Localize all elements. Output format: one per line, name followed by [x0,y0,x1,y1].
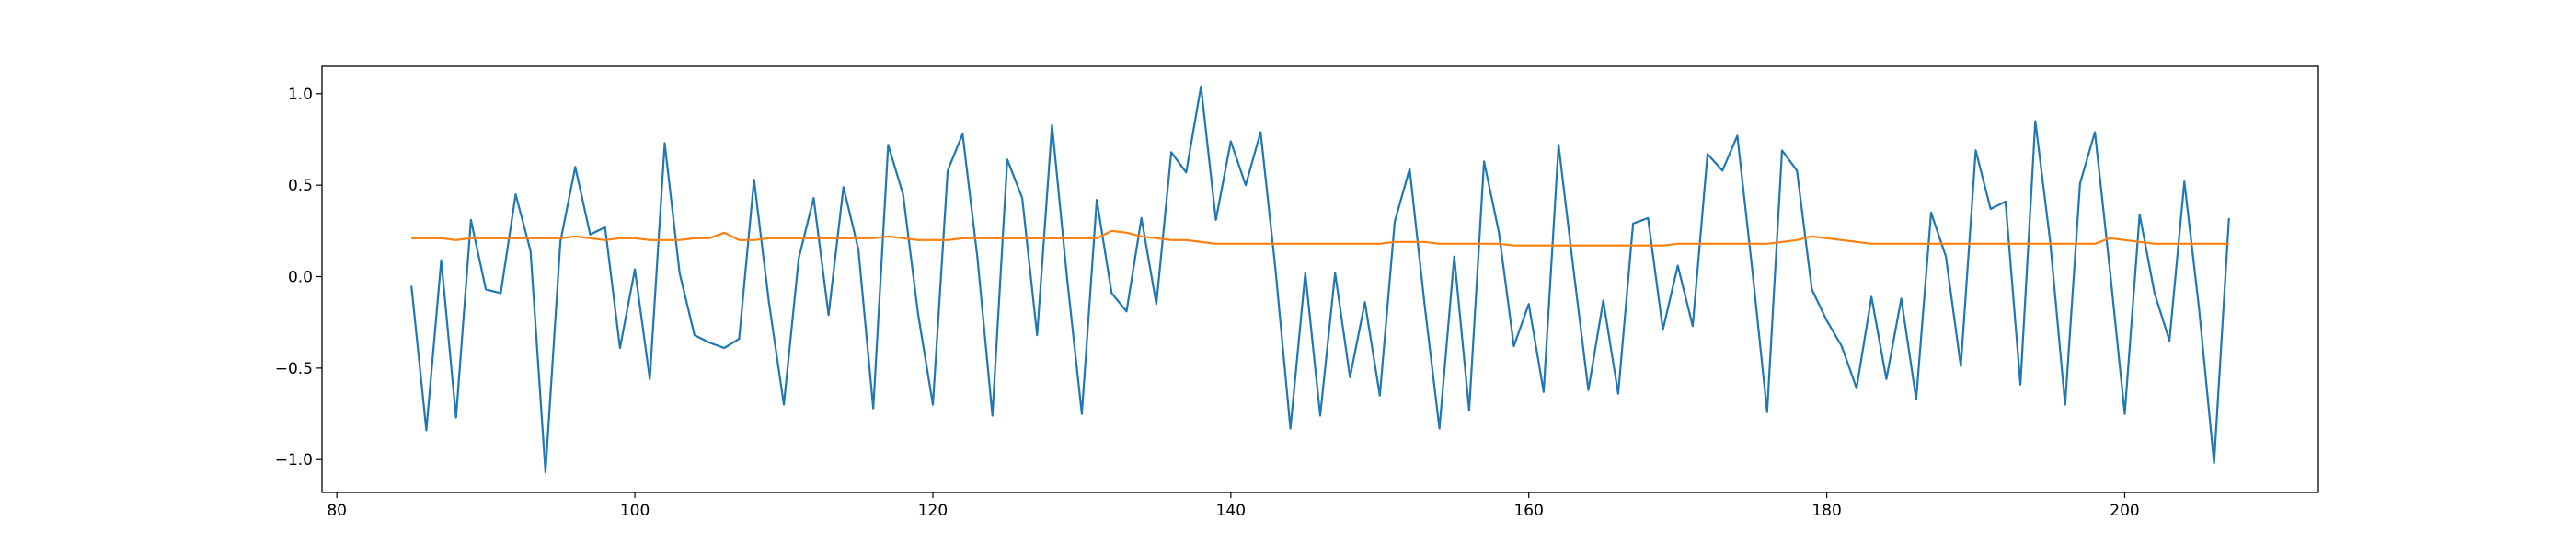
y-tick-label: 0.5 [288,177,313,195]
plot-frame [321,65,2319,493]
y-tick-label: −1.0 [275,451,313,469]
x-tick-label: 200 [2110,502,2139,520]
x-axis-ticks: 80 100 120 140 160 180 200 [327,492,2140,520]
x-tick-label: 160 [1513,502,1543,520]
x-tick-label: 100 [620,502,650,520]
y-tick-label: −0.5 [275,360,313,378]
y-tick-label: 0.0 [288,269,313,287]
series-layer [410,85,2230,474]
x-tick-label: 140 [1216,502,1246,520]
y-tick-label: 1.0 [288,86,313,104]
series-line-2 [411,229,2229,247]
x-tick-label: 80 [327,502,347,520]
series-line-1 [410,85,2230,474]
x-tick-label: 120 [918,502,948,520]
x-tick-label: 180 [1811,502,1841,520]
y-axis-ticks: −1.0 −0.5 0.0 0.5 1.0 [275,86,322,469]
